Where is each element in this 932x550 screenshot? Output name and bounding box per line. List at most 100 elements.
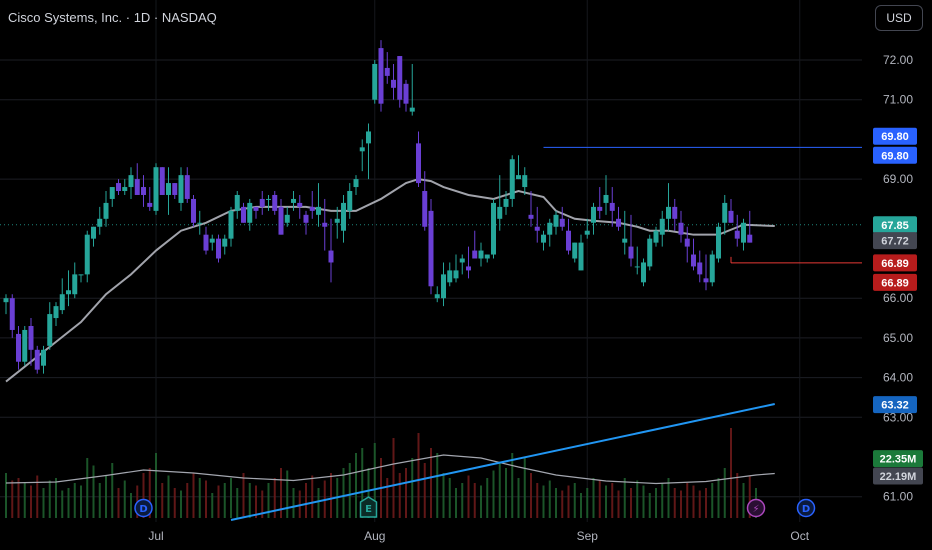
candle-body: [466, 266, 471, 271]
candle: [566, 218, 571, 255]
candle-body: [409, 107, 415, 112]
candle: [403, 79, 409, 112]
candle-body: [222, 238, 228, 247]
symbol-title[interactable]: Cisco Systems, Inc. · 1D · NASDAQ: [8, 10, 217, 25]
candle: [41, 345, 46, 374]
volume-bar: [548, 480, 551, 518]
candle-body: [228, 210, 234, 239]
y-tick-label: 61.00: [883, 490, 913, 504]
candle: [697, 250, 703, 283]
candle-body: [428, 210, 434, 287]
volume-bar: [167, 475, 170, 518]
volume-bar: [561, 490, 564, 518]
price-tag-label: 69.80: [881, 150, 909, 162]
volume-bar: [61, 490, 64, 518]
volume-bar: [36, 475, 39, 518]
dividend-icon-label: D: [139, 504, 147, 515]
event-markers[interactable]: D E ⚡ D: [134, 496, 816, 518]
volume-bar: [642, 485, 645, 518]
volume-bar: [723, 468, 726, 518]
candle-body: [434, 294, 440, 299]
volume-bar: [736, 473, 739, 518]
volume-bar: [661, 483, 664, 518]
candle: [547, 218, 553, 247]
candle-body: [572, 242, 578, 259]
candle-body: [541, 234, 546, 243]
candle-body: [234, 194, 240, 211]
volume-bar: [248, 483, 251, 518]
time-axis[interactable]: Jul Aug Sep Oct: [148, 529, 809, 543]
dividend-marker-icon[interactable]: D: [134, 498, 153, 518]
currency-button[interactable]: USD: [875, 5, 923, 31]
candle: [272, 191, 278, 215]
candle: [478, 242, 484, 267]
volume-bar: [317, 488, 320, 518]
candle-body: [566, 230, 571, 251]
candle: [453, 254, 459, 283]
candle-body: [441, 274, 446, 299]
volume-bar: [686, 483, 689, 518]
volume-bar: [330, 473, 332, 518]
volume-bar: [455, 488, 457, 518]
candle-body: [609, 202, 615, 211]
candle-body: [153, 167, 159, 211]
candle: [609, 187, 615, 227]
x-tick-label: Aug: [364, 529, 385, 543]
candle: [572, 242, 578, 263]
candle-body: [97, 218, 103, 227]
candle: [72, 262, 78, 299]
volume-bar: [492, 470, 495, 518]
candle-body: [422, 191, 428, 227]
trend-line[interactable]: [230, 403, 775, 521]
candle: [328, 218, 334, 283]
candle: [334, 206, 340, 239]
volume-bar: [636, 480, 639, 518]
earnings-marker-icon[interactable]: E: [359, 496, 378, 518]
candle-body: [703, 278, 709, 283]
candle-body: [22, 329, 28, 362]
price-axis[interactable]: 72.00 71.00 69.00 66.00 65.00 64.00 63.00 61.00: [883, 53, 913, 504]
dividend-marker-icon[interactable]: D: [796, 498, 816, 518]
candle-body: [322, 222, 328, 227]
candle: [59, 278, 65, 315]
candle: [91, 226, 96, 247]
volume-bar: [86, 458, 89, 518]
volume-bar: [523, 458, 526, 518]
lightning-icon-shape: [746, 498, 766, 518]
candle-body: [241, 206, 246, 223]
volume-bar: [48, 480, 51, 518]
candle: [641, 258, 646, 287]
price-tag-bg: [873, 273, 917, 291]
candle-body: [203, 234, 209, 251]
candle: [466, 246, 471, 279]
candle: [172, 183, 178, 199]
candle: [147, 187, 153, 211]
candle-body: [366, 131, 371, 144]
candle-body: [66, 290, 71, 295]
candle: [684, 226, 690, 263]
price-tags: 69.80 69.80 67.85 67.72 66.89 66.89 63.32 22.35…: [873, 127, 923, 485]
volume-bar: [342, 468, 345, 518]
volume-bar: [355, 453, 357, 518]
candle-body: [147, 202, 153, 207]
candle: [578, 234, 584, 271]
x-tick-label: Jul: [148, 529, 163, 543]
volume-bar: [461, 483, 464, 518]
level-lines[interactable]: [543, 146, 863, 264]
lightning-marker-icon[interactable]: ⚡: [746, 498, 766, 518]
volume-bar: [748, 475, 751, 518]
candle: [503, 191, 509, 215]
candle-body: [584, 230, 590, 235]
earnings-icon-shape: [359, 496, 378, 518]
volume-bar: [17, 478, 20, 518]
candle-body: [116, 183, 121, 192]
candle: [159, 167, 165, 195]
candle-body: [403, 83, 409, 104]
candle: [97, 206, 103, 235]
candle: [184, 167, 190, 203]
candle-body: [247, 202, 253, 223]
volume-bar: [511, 453, 514, 518]
candle-body: [78, 274, 84, 276]
candle-body: [522, 175, 528, 188]
